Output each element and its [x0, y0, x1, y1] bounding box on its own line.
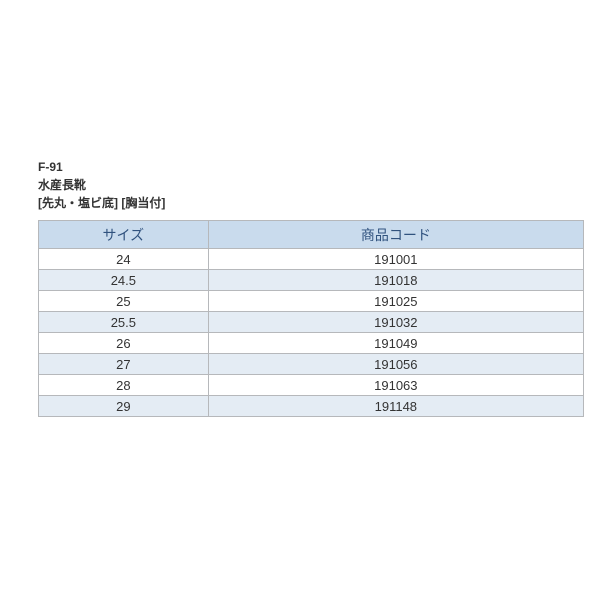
table-row: 24.5 191018 [39, 270, 584, 291]
col-header-code: 商品コード [208, 221, 583, 249]
size-code-table: サイズ 商品コード 24 191001 24.5 191018 25 19102… [38, 220, 584, 417]
heading-line-1: F-91 [38, 158, 584, 176]
cell-size: 24 [39, 249, 209, 270]
cell-size: 27 [39, 354, 209, 375]
cell-size: 29 [39, 396, 209, 417]
col-header-size: サイズ [39, 221, 209, 249]
table-row: 29 191148 [39, 396, 584, 417]
table-row: 25.5 191032 [39, 312, 584, 333]
cell-code: 191032 [208, 312, 583, 333]
cell-code: 191056 [208, 354, 583, 375]
heading-line-3: [先丸・塩ビ底] [胸当付] [38, 194, 584, 212]
cell-code: 191049 [208, 333, 583, 354]
cell-code: 191001 [208, 249, 583, 270]
table-header-row: サイズ 商品コード [39, 221, 584, 249]
table-row: 26 191049 [39, 333, 584, 354]
cell-size: 25 [39, 291, 209, 312]
cell-code: 191148 [208, 396, 583, 417]
product-heading: F-91 水産長靴 [先丸・塩ビ底] [胸当付] [38, 158, 584, 212]
cell-size: 28 [39, 375, 209, 396]
table-row: 27 191056 [39, 354, 584, 375]
cell-size: 24.5 [39, 270, 209, 291]
cell-code: 191018 [208, 270, 583, 291]
cell-size: 25.5 [39, 312, 209, 333]
cell-code: 191063 [208, 375, 583, 396]
table-row: 24 191001 [39, 249, 584, 270]
cell-code: 191025 [208, 291, 583, 312]
cell-size: 26 [39, 333, 209, 354]
page: F-91 水産長靴 [先丸・塩ビ底] [胸当付] サイズ 商品コード 24 19… [0, 0, 600, 417]
table-row: 25 191025 [39, 291, 584, 312]
table-row: 28 191063 [39, 375, 584, 396]
heading-line-2: 水産長靴 [38, 176, 584, 194]
